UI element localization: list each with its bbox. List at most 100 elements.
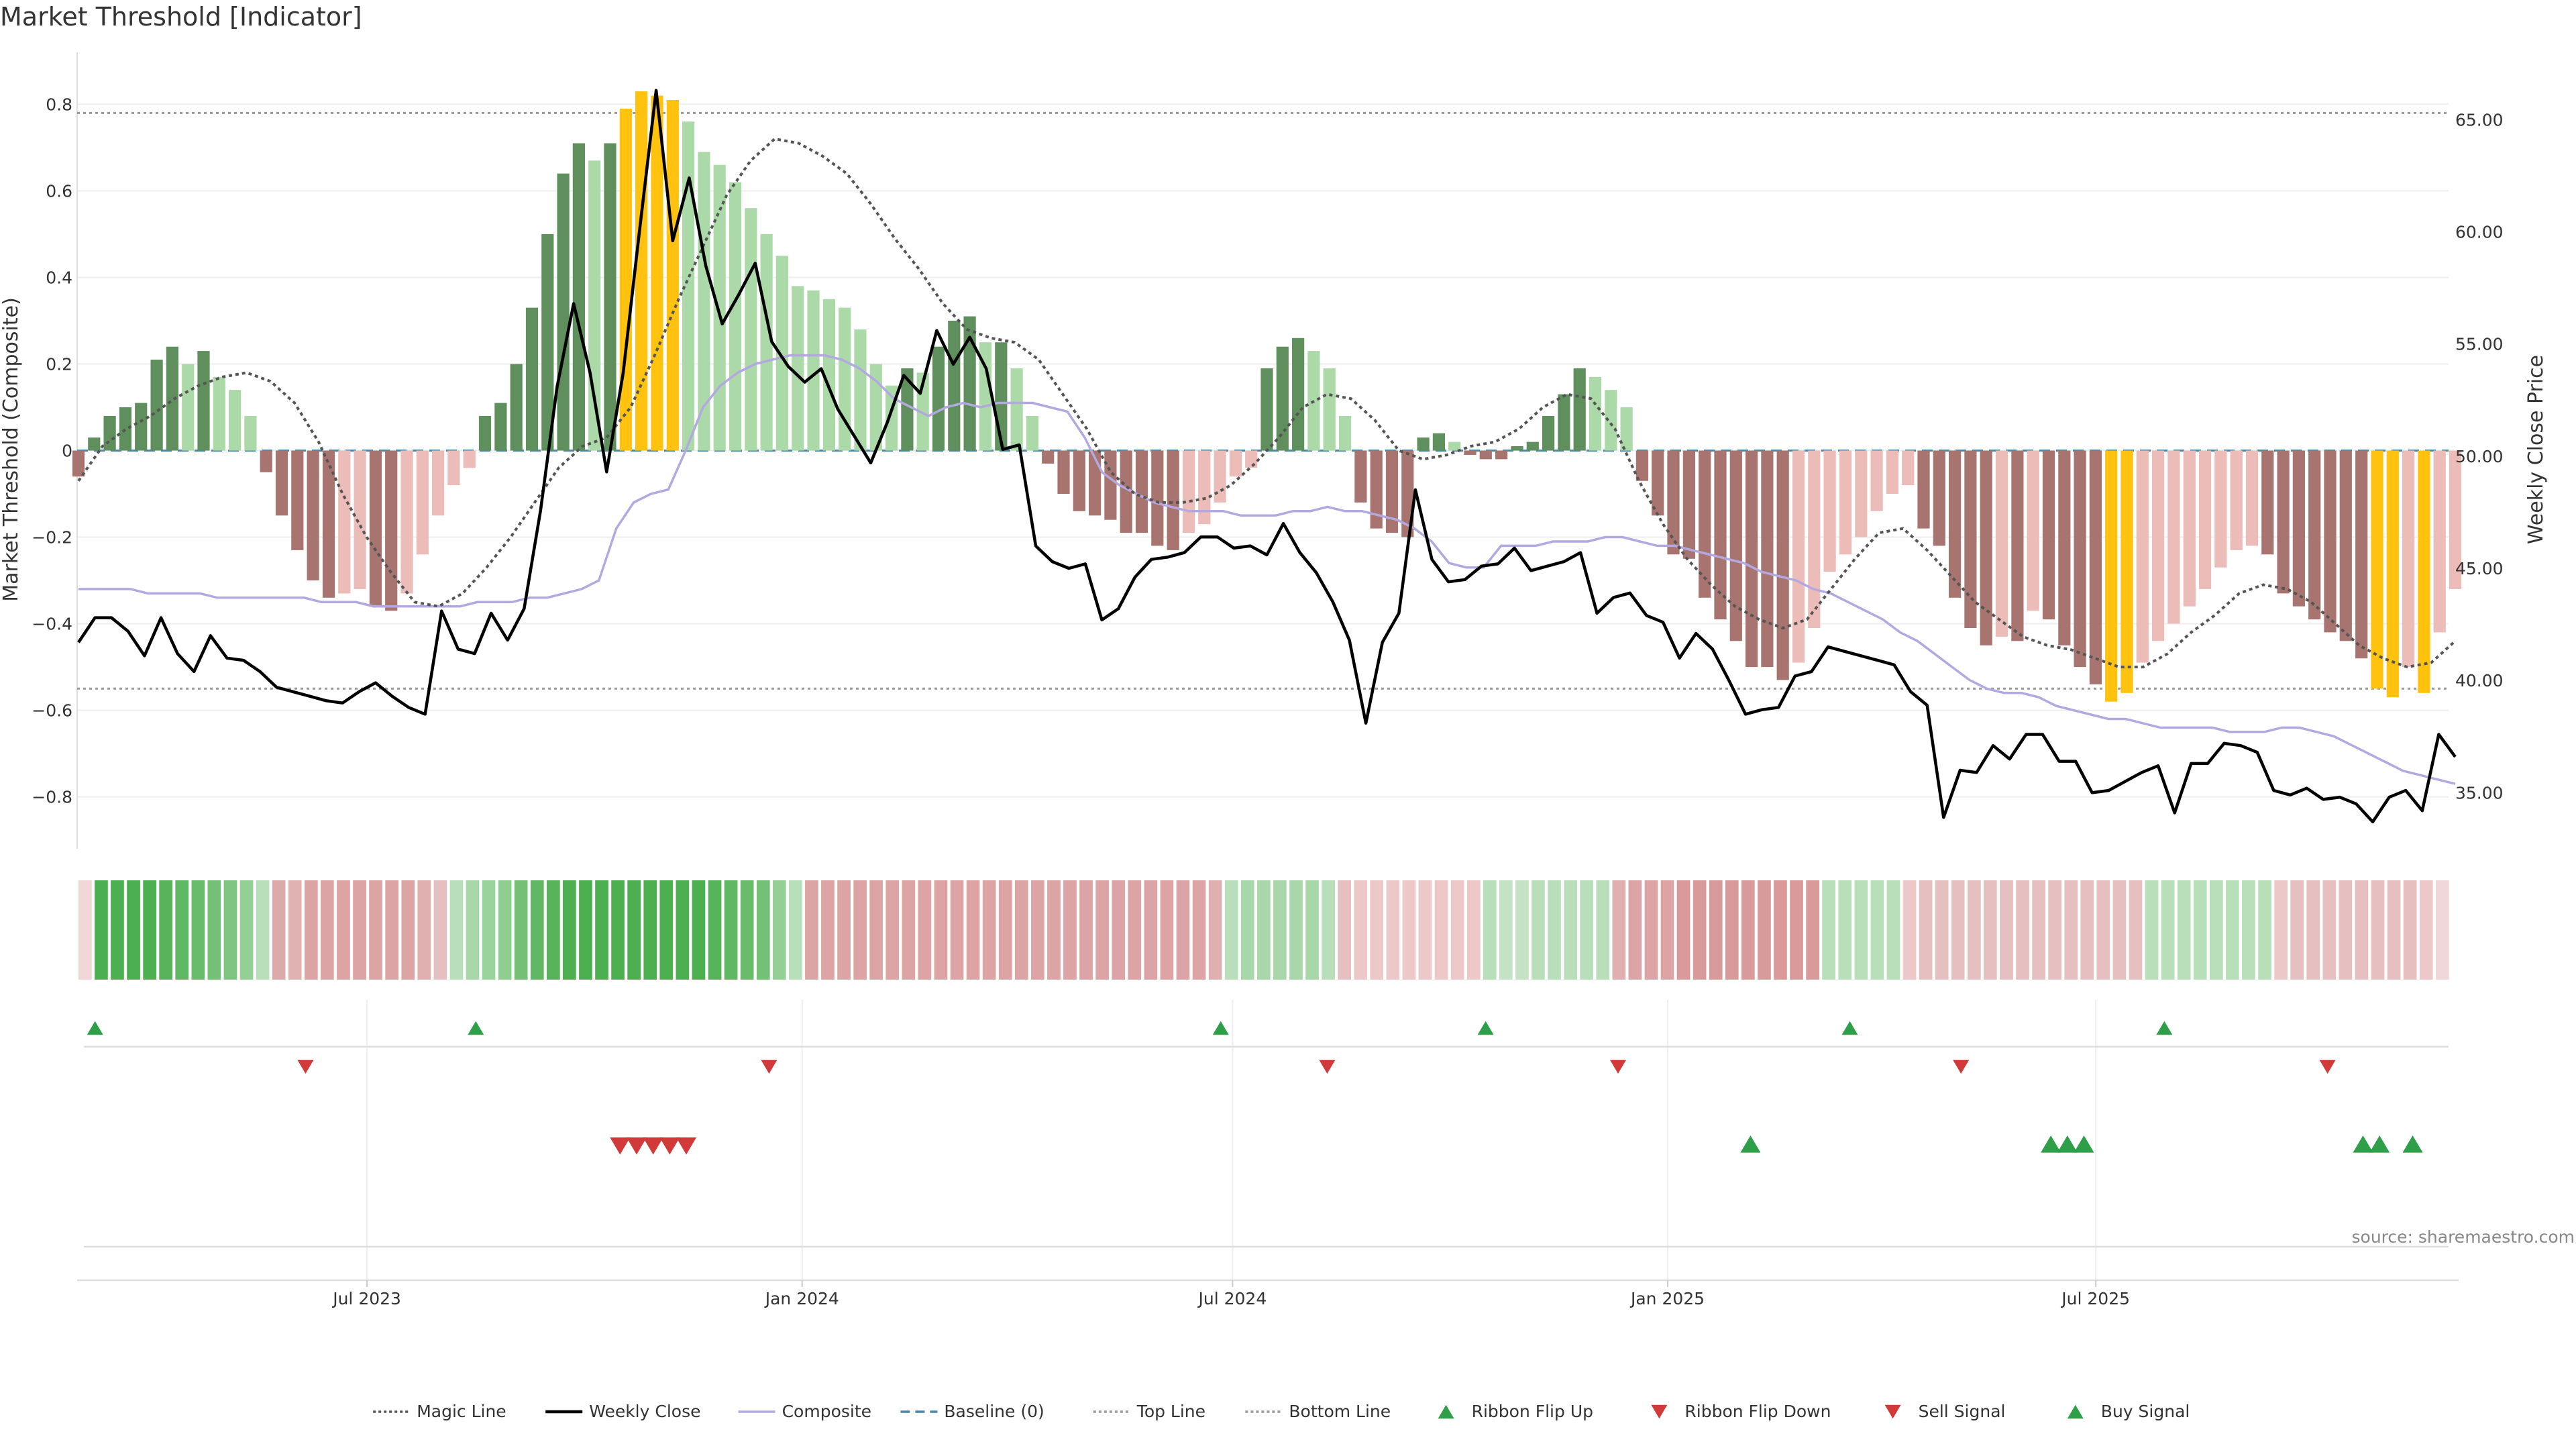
composite-bar-18 — [354, 450, 366, 589]
legend-swatch-6 — [1438, 1404, 1454, 1419]
composite-bar-107 — [1746, 450, 1758, 668]
composite-bar-98 — [1605, 390, 1617, 451]
composite-bar-69 — [1151, 450, 1164, 546]
ribbon-cell-47 — [837, 880, 851, 980]
ribbon-cell-133 — [2226, 880, 2239, 980]
composite-bar-131 — [2121, 450, 2133, 693]
ribbon-cell-95 — [1612, 880, 1626, 980]
composite-bar-100 — [1635, 450, 1648, 481]
composite-bars — [72, 91, 2462, 702]
composite-bar-9 — [213, 376, 225, 451]
ribbon-cell-87 — [1483, 880, 1497, 980]
sell-signal-marker-2 — [643, 1137, 663, 1155]
legend-swatch-8 — [1884, 1404, 1901, 1419]
composite-bar-116 — [1886, 450, 1898, 494]
ribbon-cell-146 — [2435, 880, 2449, 980]
ribbon-cell-4 — [143, 880, 156, 980]
ribbon-cell-36 — [659, 880, 674, 980]
composite-bar-19 — [369, 450, 382, 607]
y-left-tick-label-4: 0 — [62, 442, 72, 461]
chart-title: Market Threshold [Indicator] — [0, 2, 362, 32]
composite-bar-25 — [463, 450, 476, 468]
legend-label-3: Baseline (0) — [944, 1402, 1044, 1421]
ribbon-cell-134 — [2242, 880, 2255, 980]
ribbon-cell-85 — [1450, 880, 1464, 980]
ribbon-cell-56 — [982, 880, 996, 980]
composite-bar-145 — [2339, 450, 2352, 641]
composite-bar-72 — [1198, 450, 1211, 525]
composite-bar-12 — [260, 450, 272, 472]
ribbon-cell-128 — [2145, 880, 2159, 980]
composite-bar-125 — [2027, 450, 2039, 611]
ribbon-cell-43 — [772, 880, 786, 980]
composite-bar-21 — [400, 450, 413, 594]
composite-bar-37 — [651, 95, 663, 451]
composite-bar-123 — [1995, 450, 2008, 637]
y-axis-label-right: Weekly Close Price — [2524, 355, 2548, 544]
y-left-tick-label-0: 0.8 — [46, 95, 72, 114]
x-axis: Jul 2023 Jan 2024 Jul 2024 Jan 2025 Jul 2025 — [77, 1279, 2459, 1308]
ribbon-cell-34 — [627, 880, 641, 980]
legend-item-2: Composite — [738, 1402, 871, 1421]
composite-bar-3 — [119, 407, 131, 451]
ribbon-cell-122 — [2048, 880, 2061, 980]
composite-bar-28 — [510, 364, 523, 451]
legend-item-8: Sell Signal — [1884, 1402, 2005, 1421]
composite-bar-149 — [2402, 450, 2415, 668]
ribbon-flip-down-marker-1 — [761, 1059, 777, 1074]
composite-bar-29 — [525, 307, 539, 451]
composite-bar-35 — [619, 108, 632, 451]
ribbon-cell-78 — [1338, 880, 1351, 980]
composite-bar-71 — [1182, 450, 1195, 533]
ribbon-cell-13 — [288, 880, 302, 980]
ribbon-cell-65 — [1128, 880, 1142, 980]
ribbon-cell-61 — [1063, 880, 1077, 980]
ribbon-cell-73 — [1257, 880, 1271, 980]
composite-bar-128 — [2074, 450, 2086, 668]
composite-bar-118 — [1917, 450, 1930, 529]
ribbon-cell-71 — [1224, 880, 1238, 980]
composite-bar-113 — [1839, 450, 1852, 555]
sell-signal-marker-1 — [626, 1137, 647, 1155]
ribbon-cell-111 — [1870, 880, 1884, 980]
composite-bar-126 — [2042, 450, 2055, 620]
composite-bar-20 — [385, 450, 398, 611]
ribbon-cell-31 — [579, 880, 592, 980]
ribbon-cell-33 — [611, 880, 625, 980]
ribbon-cell-109 — [1838, 880, 1852, 980]
ribbon-cell-64 — [1112, 880, 1126, 980]
composite-bar-42 — [729, 182, 742, 451]
ribbon-cell-66 — [1144, 880, 1158, 980]
x-tick-label-1: Jan 2024 — [764, 1289, 839, 1308]
sell-signal-marker-0 — [610, 1137, 631, 1155]
ribbon-flip-panel — [84, 1000, 2449, 1285]
ribbon-cell-49 — [869, 880, 883, 980]
composite-bar-144 — [2324, 450, 2337, 633]
composite-bar-136 — [2199, 450, 2212, 589]
composite-bar-1 — [88, 437, 101, 451]
ribbon-cell-88 — [1499, 880, 1513, 980]
ribbon-cell-41 — [740, 880, 754, 980]
source-note: source: sharemaestro.com — [2352, 1227, 2575, 1247]
composite-bar-23 — [432, 450, 445, 516]
ribbon-cell-94 — [1596, 880, 1610, 980]
ribbon-cell-140 — [2339, 880, 2353, 980]
ribbon-flip-up-marker-5 — [2156, 1021, 2173, 1035]
ribbon-flip-down-marker-4 — [1953, 1059, 1970, 1074]
composite-bar-146 — [2355, 450, 2368, 659]
composite-bar-14 — [291, 450, 304, 550]
ribbon-cell-7 — [191, 880, 205, 980]
composite-bar-57 — [963, 316, 976, 451]
legend-label-0: Magic Line — [417, 1402, 506, 1421]
x-tick-label-4: Jul 2025 — [2060, 1289, 2130, 1308]
composite-bar-109 — [1776, 450, 1789, 680]
ribbon-cell-86 — [1466, 880, 1481, 980]
composite-bar-120 — [1949, 450, 1962, 598]
composite-bar-121 — [1964, 450, 1977, 628]
ribbon-cell-100 — [1693, 880, 1707, 980]
legend-item-4: Top Line — [1093, 1402, 1205, 1421]
ribbon-cell-52 — [918, 880, 932, 980]
composite-bar-46 — [792, 286, 804, 451]
composite-bar-130 — [2105, 450, 2118, 702]
ribbon-cell-84 — [1434, 880, 1448, 980]
